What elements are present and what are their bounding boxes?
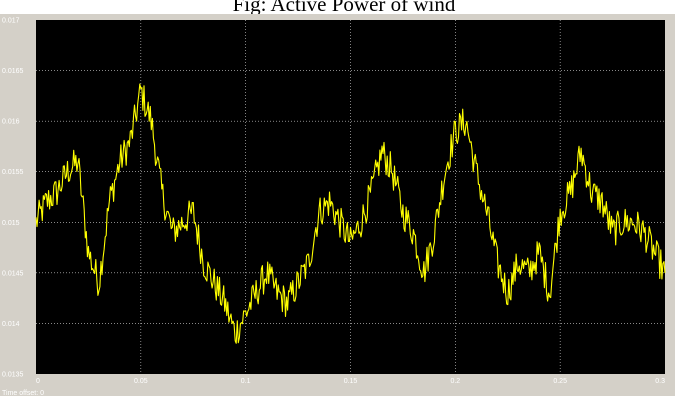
figure-caption: Fig: Active Power of wind bbox=[232, 0, 456, 16]
y-tick-label: 0.015 bbox=[2, 220, 20, 227]
y-tick-label: 0.0135 bbox=[2, 372, 24, 379]
x-tick-label: 0 bbox=[36, 378, 40, 385]
time-offset-label: Time offset: 0 bbox=[2, 390, 45, 397]
y-axis-ticks: 0.0135 0.014 0.0145 0.015 0.0155 0.016 0.0165 0… bbox=[2, 18, 24, 379]
y-tick-label: 0.017 bbox=[2, 18, 20, 25]
scope-window: 0.0135 0.014 0.0145 0.015 0.0155 0.016 0.0165 0… bbox=[0, 14, 675, 397]
y-tick-label: 0.014 bbox=[2, 321, 20, 328]
x-tick-label: 0.25 bbox=[553, 378, 567, 385]
x-tick-label: 0.15 bbox=[344, 378, 358, 385]
x-axis-ticks: 0 0.05 0.1 0.15 0.2 0.25 0.3 bbox=[36, 378, 665, 385]
y-tick-label: 0.016 bbox=[2, 119, 20, 126]
y-tick-label: 0.0145 bbox=[2, 270, 24, 277]
grid bbox=[36, 20, 665, 374]
x-tick-label: 0.1 bbox=[241, 378, 251, 385]
y-tick-label: 0.0165 bbox=[2, 68, 24, 75]
x-tick-label: 0.3 bbox=[655, 378, 665, 385]
line-chart: 0.0135 0.014 0.0145 0.015 0.0155 0.016 0.0165 0… bbox=[2, 18, 666, 385]
x-tick-label: 0.05 bbox=[134, 378, 148, 385]
series-group bbox=[35, 83, 666, 344]
y-tick-label: 0.0155 bbox=[2, 169, 24, 176]
series-line bbox=[35, 83, 666, 344]
x-tick-label: 0.2 bbox=[450, 378, 460, 385]
